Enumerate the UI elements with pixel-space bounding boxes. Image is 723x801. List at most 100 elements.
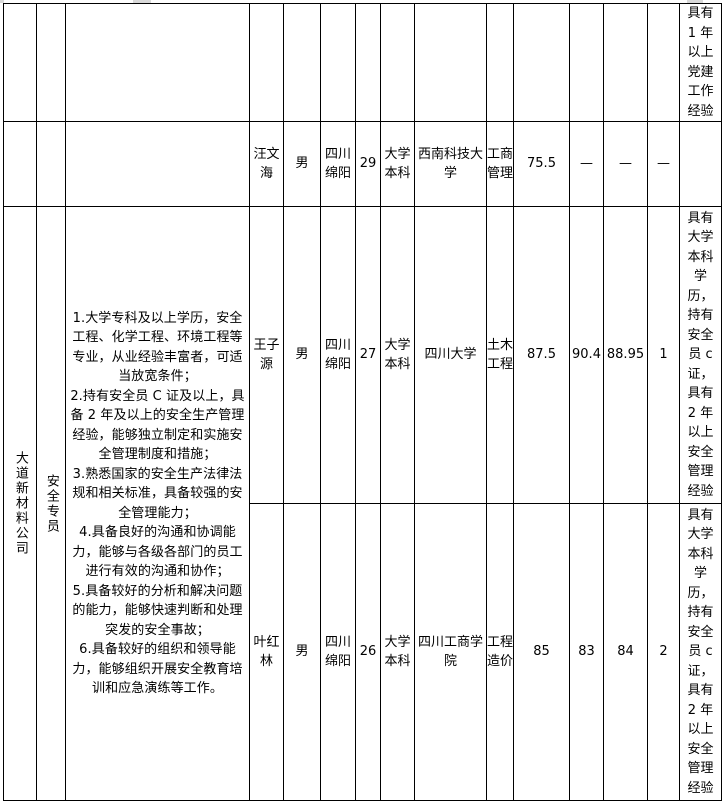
remark-line: 学	[693, 269, 707, 285]
cell-education: 大学本科	[380, 206, 415, 504]
remark-line: 持有	[687, 605, 714, 621]
cell-hometown: 四川绵阳	[320, 206, 356, 504]
remark-line: 1 年	[687, 25, 714, 41]
page-break-artifact-left	[0, 0, 4, 3]
remark-line: 具有	[687, 6, 714, 21]
cell-company: 大道新材料公司	[3, 206, 37, 801]
cell-rank: 1	[647, 206, 680, 504]
remark-line: 大学	[687, 230, 714, 246]
cell-score-total: 84	[603, 503, 648, 801]
requirement-line: 工程、化学工程、环境工程等	[72, 330, 243, 345]
requirement-line: 1.大学专科及以上学历，安全	[72, 310, 243, 326]
requirement-line: 进行有效的沟通和协作；	[85, 564, 230, 579]
cell-school: 西南科技大学	[414, 121, 487, 207]
cell-score1-partial	[513, 3, 570, 122]
remark-line: 经验	[687, 103, 714, 119]
requirement-line: 6.具备较好的组织和领导能	[79, 642, 236, 657]
cell-requirements: 1.大学专科及以上学历，安全 工程、化学工程、环境工程等 专业，从业经验丰富者，可适…	[65, 206, 250, 801]
cell-score1: 75.5	[513, 121, 570, 207]
cell-gender: 男	[283, 206, 321, 504]
cell-age: 29	[355, 121, 381, 207]
remark-line: 持有	[687, 308, 714, 324]
table-row: 汪文海 男 四川绵阳 29 大学本科 西南科技大学 工商管理 75.5 — — …	[3, 121, 722, 207]
cell-requirements-partial	[65, 3, 250, 122]
remark-line: 员 c	[688, 644, 713, 660]
requirement-line: 训和应急演练等工作。	[91, 681, 223, 696]
cell-score2: 83	[569, 503, 604, 801]
remark-line: 管理	[687, 464, 714, 480]
cell-score-total: —	[603, 121, 648, 207]
cell-rank: 2	[647, 503, 680, 801]
cell-major-partial	[486, 3, 514, 122]
cell-position-partial	[36, 3, 66, 122]
requirement-line: 力，能够组织开展安全教育培	[72, 661, 243, 677]
requirement-line: 3.熟悉国家的安全生产法律法	[72, 466, 243, 482]
remark-line: 具有	[687, 507, 714, 523]
cell-name: 叶红林	[249, 503, 284, 801]
remark-line: 安全	[687, 741, 714, 757]
remark-line: 具有	[687, 683, 714, 699]
cell-position-r0	[36, 121, 66, 207]
cell-education: 大学本科	[380, 503, 415, 801]
requirement-line: 的能力，能够快速判断和处理	[72, 603, 243, 618]
cell-hometown: 四川绵阳	[320, 503, 356, 801]
cell-education: 大学本科	[380, 121, 415, 207]
requirement-line: 4.具备良好的沟通和协调能	[79, 525, 236, 540]
cell-education-partial	[380, 3, 415, 122]
cell-remark	[679, 121, 722, 207]
remark-line: 2 年	[687, 702, 714, 718]
cell-requirements-r0	[65, 121, 250, 207]
remark-line: 历，	[687, 585, 714, 601]
cell-remark-partial: 具有 1 年以上党建工作经验	[679, 3, 722, 122]
requirement-line: 力，能够与各级各部门的员工	[72, 544, 243, 560]
table-row: 叶红林 男 四川绵阳 26 大学本科 四川工商学院 工程造价 85 83 84 …	[4, 503, 722, 801]
remark-line: 党建	[687, 64, 714, 80]
remark-line: 以上	[687, 425, 714, 441]
remark-line: 学	[693, 566, 707, 582]
remark-line: 本科	[687, 249, 714, 265]
remark-line: 安全	[687, 444, 714, 460]
requirement-line: 全管理制度和措施；	[98, 447, 217, 462]
remark-line: 安全	[687, 624, 714, 640]
remark-line: 安全	[687, 327, 714, 343]
candidate-table: 具有 1 年以上 党建 工作 经验 汪文海 男 四川绵阳 29 大学本科 西南科技大学 …	[3, 3, 722, 801]
cell-remark: 具有 大学 本科学历， 持有 安全员 c 证， 具有 2 年以上 安全 管理 经验	[679, 206, 722, 504]
cell-name: 汪文海	[249, 121, 284, 207]
cell-major: 工商管理	[486, 121, 514, 207]
cell-score1: 87.5	[513, 206, 570, 504]
cell-major: 土木工程	[486, 206, 514, 504]
cell-age: 26	[355, 503, 381, 801]
cell-hometown: 四川绵阳	[320, 121, 356, 207]
company-label: 大道新材料公司	[12, 451, 28, 556]
requirement-line: 全管理能力；	[118, 505, 197, 521]
requirement-line: 专业，从业经验丰富者，可适	[72, 349, 243, 365]
cell-remark: 具有 大学 本科学历， 持有 安全员 c 证， 具有 2 年以上 安全 管理 经验	[679, 503, 722, 801]
cell-school-partial	[414, 3, 487, 122]
requirement-line: 突发的安全事故；	[105, 622, 210, 638]
remark-line: 历，	[687, 288, 714, 304]
requirement-line: 经验，能够独立制定和实施安	[72, 427, 243, 443]
remark-line: 员 c	[688, 347, 713, 363]
requirement-line: 5.具备较好的分析和解决问题	[72, 583, 243, 599]
cell-score1: 85	[513, 503, 570, 801]
remark-line: 具有	[687, 386, 714, 402]
requirement-line: 2.持有安全员 C 证及以上，具	[70, 388, 245, 404]
page-break-artifact-mid	[133, 0, 151, 3]
cell-gender: 男	[283, 121, 321, 207]
cell-age: 27	[355, 206, 381, 504]
requirement-line: 当放宽条件；	[118, 369, 197, 384]
remark-line: 管理	[687, 761, 714, 777]
cell-score2: —	[569, 121, 604, 207]
remark-line: 具有	[687, 210, 714, 226]
cell-name-partial	[249, 3, 284, 122]
cell-age-partial	[355, 3, 381, 122]
remark-line: 工作	[687, 84, 714, 99]
table-row-partial-top: 具有 1 年以上党建工作经验	[3, 3, 722, 122]
cell-gender-partial	[283, 3, 321, 122]
remark-line: 大学	[687, 527, 714, 543]
cell-position: 安全专员	[36, 206, 66, 801]
cell-rank-partial	[647, 3, 680, 122]
remark-line: 以上	[687, 45, 714, 60]
remark-line: 以上	[687, 722, 714, 738]
